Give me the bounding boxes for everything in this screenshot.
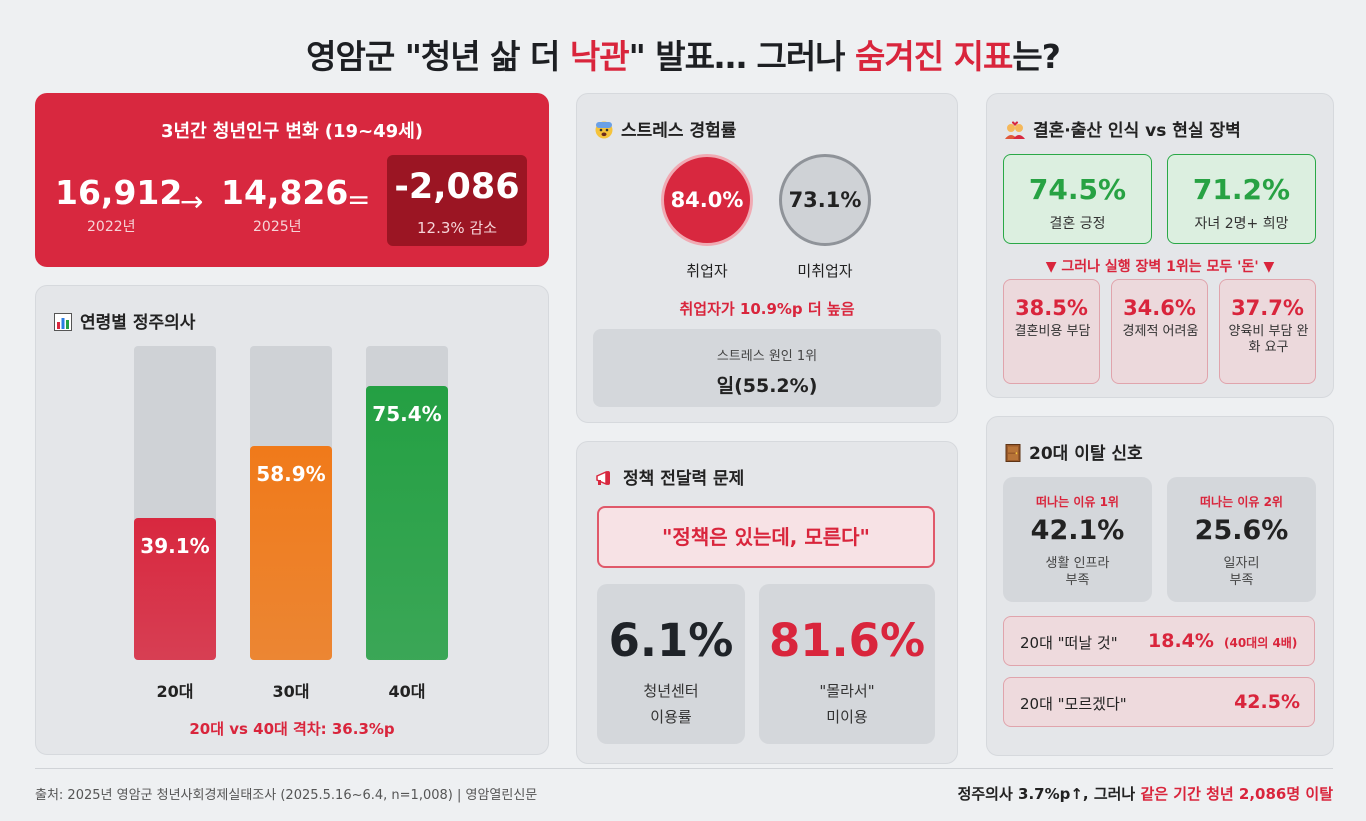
bar-value-20s: 39.1%	[140, 534, 210, 558]
barrier-warning: ▼ 그러나 실행 장벽 1위는 모두 '돈' ▼	[1045, 259, 1275, 275]
unemployed-label: 미취업자	[797, 262, 853, 280]
door-icon	[1005, 444, 1021, 464]
arrow-icon: →	[180, 185, 204, 218]
bar-value-40s: 75.4%	[372, 402, 442, 426]
residence-intent-card: 연령별 정주의사 39.1% 58.9% 75.4% 20대 30대 40대 2…	[35, 285, 549, 755]
stress-cause-value: 일(55.2%)	[716, 375, 818, 397]
will-leave-label: 20대 "떠날 것"	[1020, 634, 1118, 652]
unaware-stat: 81.6% "몰라서" 미이용	[759, 584, 935, 744]
undecided-label: 20대 "모르겠다"	[1020, 695, 1127, 713]
leave-reason-rank: 떠나는 이유 1위	[1036, 495, 1119, 509]
bar-20s	[134, 518, 216, 660]
leave-reason-1: 떠나는 이유 1위 42.1% 생활 인프라 부족	[1003, 477, 1152, 602]
employed-stress-circle: 84.0%	[661, 154, 753, 246]
marriage-title: 결혼·출산 인식 vs 현실 장벽	[1005, 116, 1241, 141]
policy-title: 정책 전달력 문제	[595, 464, 744, 489]
barrier-value: 38.5%	[1015, 296, 1088, 320]
leave-reason-value: 25.6%	[1194, 515, 1289, 546]
bar-chart-icon	[54, 313, 72, 333]
employed-label: 취업자	[686, 262, 728, 280]
will-leave-value: 18.4%	[1148, 630, 1214, 652]
unaware-label-2: 미이용	[826, 708, 868, 726]
marriage-card: 결혼·출산 인식 vs 현실 장벽 74.5% 결혼 긍정 71.2% 자녀 2…	[986, 93, 1334, 398]
leave-signal-card: 20대 이탈 신호 떠나는 이유 1위 42.1% 생활 인프라 부족 떠나는 이…	[986, 416, 1334, 756]
leave-reason-label: 생활 인프라 부족	[1045, 556, 1110, 588]
policy-delivery-card: 정책 전달력 문제 "정책은 있는데, 모른다" 6.1% 청년센터 이용률 8…	[576, 441, 958, 764]
bar-track-30s: 58.9%	[250, 346, 332, 660]
conclusion-highlight: 같은 기간 청년 2,086명 이탈	[1140, 785, 1333, 803]
center-usage-label-2: 이용률	[650, 708, 692, 726]
barrier-label: 경제적 어려움	[1122, 324, 1199, 339]
bar-track-40s: 75.4%	[366, 346, 448, 660]
will-leave-note: (40대의 4배)	[1224, 636, 1298, 650]
bar-30s	[250, 446, 332, 660]
title-highlight-hidden: 숨겨진 지표	[855, 37, 1013, 76]
page-title: 영암군 "청년 삶 더 낙관" 발표… 그러나 숨겨진 지표는?	[306, 37, 1061, 76]
stress-card: 스트레스 경험률 84.0% 73.1% 취업자 미취업자 취업자가 10.9%…	[576, 93, 958, 423]
stress-difference-note: 취업자가 10.9%p 더 높음	[679, 300, 855, 318]
stress-cause-box: 스트레스 원인 1위 일(55.2%)	[593, 329, 941, 407]
leave-reason-rank: 떠나는 이유 2위	[1200, 495, 1283, 509]
children-hope-value: 71.2%	[1192, 173, 1291, 206]
anxious-face-icon	[595, 121, 613, 141]
barrier-box-childcare: 37.7% 양육비 부담 완화 요구	[1219, 279, 1316, 384]
residence-title: 연령별 정주의사	[54, 308, 195, 333]
bar-40s	[366, 386, 448, 660]
leave-reason-value: 42.1%	[1030, 515, 1125, 546]
footer-divider	[35, 768, 1333, 769]
undecided-value: 42.5%	[1234, 691, 1300, 713]
conclusion: 정주의사 3.7%p↑, 그러나 같은 기간 청년 2,086명 이탈	[957, 785, 1333, 803]
equals-icon: =	[347, 183, 371, 216]
leave-title: 20대 이탈 신호	[1005, 439, 1143, 464]
population-decrease-box: -2,086 12.3% 감소	[387, 155, 527, 246]
undecided-row: 20대 "모르겠다" 42.5%	[1003, 677, 1315, 727]
barrier-box-economic: 34.6% 경제적 어려움	[1111, 279, 1208, 384]
stress-cause-label: 스트레스 원인 1위	[716, 349, 818, 364]
population-decrease-note: 12.3% 감소	[416, 219, 498, 237]
bar-label-40s: 40대	[388, 682, 426, 701]
barrier-value: 34.6%	[1123, 296, 1196, 320]
bar-value-30s: 58.9%	[256, 462, 326, 486]
marriage-positive-box: 74.5% 결혼 긍정	[1003, 154, 1152, 244]
population-title: 3년간 청년인구 변화 (19~49세)	[161, 121, 423, 142]
children-hope-label: 자녀 2명+ 희망	[1194, 216, 1289, 232]
unaware-label-1: "몰라서"	[819, 682, 875, 700]
source-note: 출처: 2025년 영암군 청년사회경제실태조사 (2025.5.16~6.4,…	[35, 788, 538, 803]
leave-reason-2: 떠나는 이유 2위 25.6% 일자리 부족	[1167, 477, 1316, 602]
population-change-card: 3년간 청년인구 변화 (19~49세) 16,912 2022년 → 14,8…	[35, 93, 549, 267]
bar-label-20s: 20대	[156, 682, 194, 701]
center-usage-label-1: 청년센터	[643, 682, 699, 700]
marriage-positive-label: 결혼 긍정	[1049, 216, 1106, 232]
stress-title: 스트레스 경험률	[595, 116, 736, 141]
barrier-label: 결혼비용 부담	[1014, 324, 1091, 339]
will-leave-row: 20대 "떠날 것" 18.4% (40대의 4배)	[1003, 616, 1315, 666]
unaware-value: 81.6%	[768, 614, 926, 667]
population-2022-value: 16,912	[55, 173, 183, 212]
couple-icon	[1005, 121, 1025, 141]
barrier-box-wedding-cost: 38.5% 결혼비용 부담	[1003, 279, 1100, 384]
leave-reason-label: 일자리 부족	[1223, 556, 1260, 588]
megaphone-icon	[595, 469, 615, 489]
bar-label-30s: 30대	[272, 682, 310, 701]
population-decrease-value: -2,086	[394, 167, 520, 207]
title-highlight-optimism: 낙관	[569, 37, 630, 76]
residence-gap-note: 20대 vs 40대 격차: 36.3%p	[189, 720, 395, 738]
center-usage-stat: 6.1% 청년센터 이용률	[597, 584, 745, 744]
population-2022-year: 2022년	[87, 219, 136, 235]
population-2025-value: 14,826	[221, 173, 349, 212]
barrier-value: 37.7%	[1231, 296, 1304, 320]
children-hope-box: 71.2% 자녀 2명+ 희망	[1167, 154, 1316, 244]
center-usage-value: 6.1%	[608, 614, 734, 667]
unemployed-stress-circle: 73.1%	[779, 154, 871, 246]
bar-track-20s: 39.1%	[134, 346, 216, 660]
population-2025-year: 2025년	[253, 219, 302, 235]
marriage-positive-value: 74.5%	[1028, 173, 1127, 206]
barrier-label: 양육비 부담 완화 요구	[1228, 324, 1309, 355]
policy-quote: "정책은 있는데, 모른다"	[597, 506, 935, 568]
